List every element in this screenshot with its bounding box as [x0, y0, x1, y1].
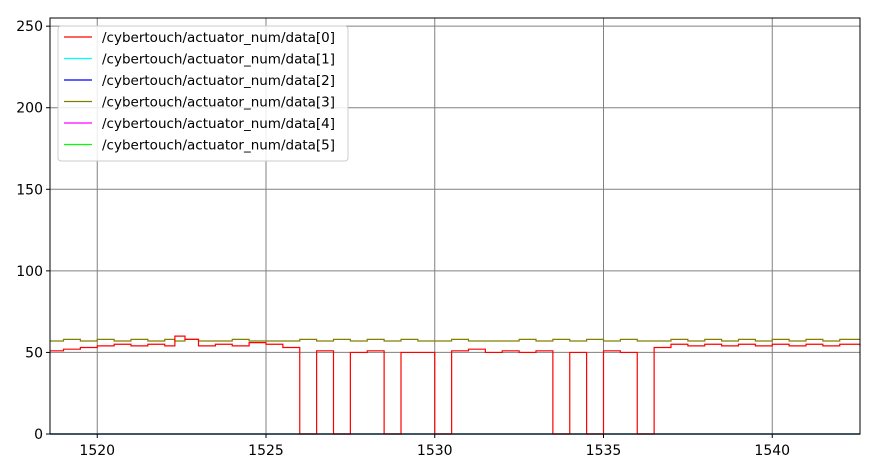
y-tick-label: 250 — [16, 19, 43, 35]
grid — [50, 18, 860, 435]
y-tick-label: 200 — [16, 101, 43, 117]
legend-label: /cybertouch/actuator_num/data[5] — [102, 138, 335, 154]
legend-label: /cybertouch/actuator_num/data[0] — [102, 30, 335, 46]
y-tick-label: 100 — [16, 264, 43, 280]
plot-frame — [49, 17, 861, 435]
y-tick-label: 150 — [16, 182, 43, 198]
y-axis: 0 50 100 150 200 250 — [16, 19, 50, 443]
x-tick-label: 1525 — [248, 443, 284, 459]
y-tick-label: 0 — [34, 427, 43, 443]
series-line-0 — [50, 335, 861, 435]
y-tick-label: 50 — [25, 345, 43, 361]
x-tick-label: 1530 — [417, 443, 453, 459]
x-tick-label: 1540 — [754, 443, 790, 459]
x-tick-label: 1520 — [79, 443, 115, 459]
legend-box — [57, 25, 349, 162]
legend: /cybertouch/actuator_num/data[0] /cyberto… — [57, 25, 349, 162]
x-tick-label: 1535 — [586, 443, 622, 459]
legend-label: /cybertouch/actuator_num/data[3] — [102, 95, 335, 111]
legend-label: /cybertouch/actuator_num/data[2] — [102, 73, 335, 89]
legend-label: /cybertouch/actuator_num/data[4] — [102, 116, 335, 132]
legend-label: /cybertouch/actuator_num/data[1] — [102, 52, 335, 68]
x-axis: 1520 1525 1530 1535 1540 — [79, 434, 790, 459]
